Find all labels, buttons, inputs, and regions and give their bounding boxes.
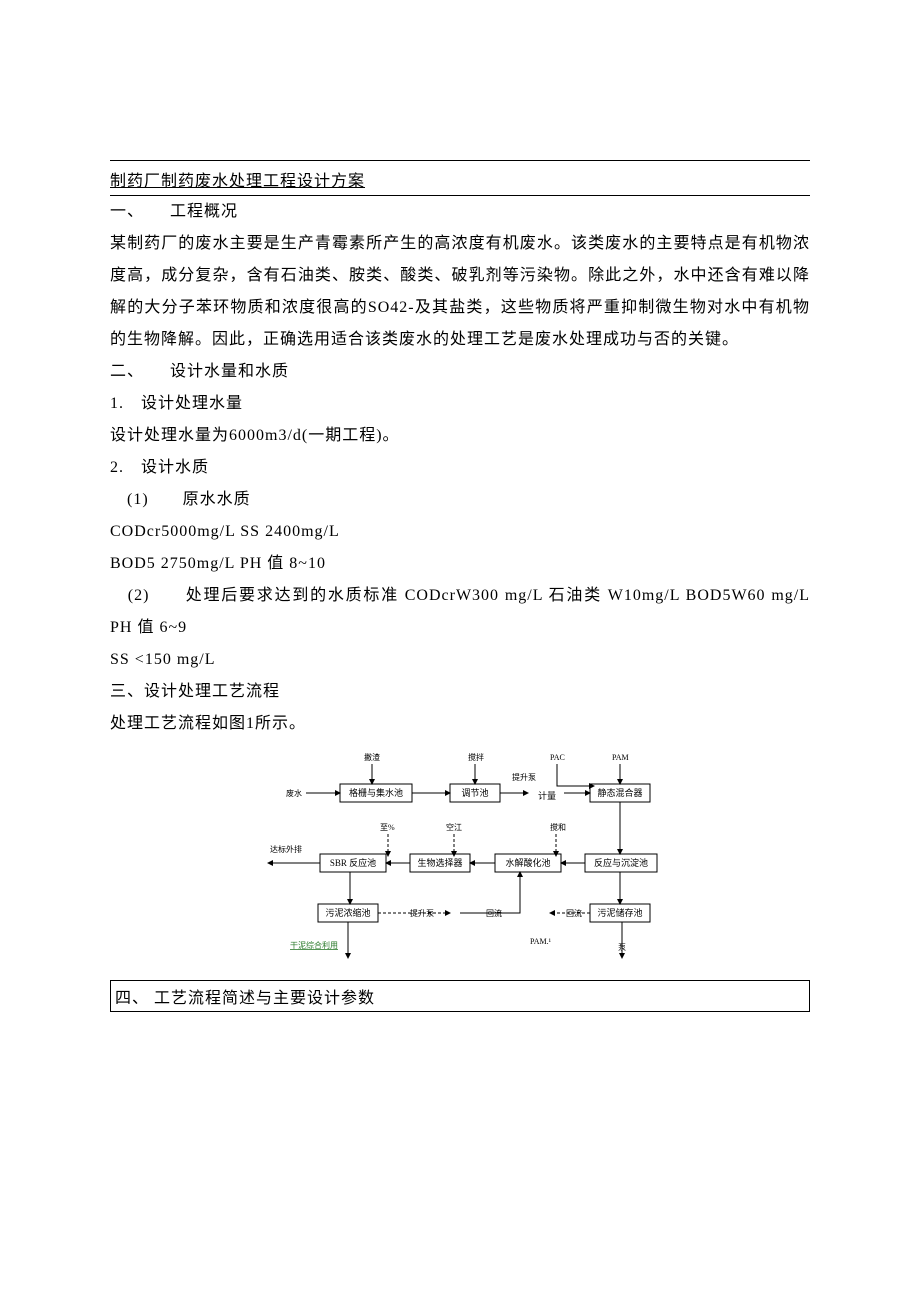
l-stir: 搅拌 — [468, 752, 484, 762]
b-meter-label: 计量 — [538, 790, 556, 801]
l-ret2: 回流 — [566, 908, 582, 918]
section-2-head: 二、 设计水量和水质 — [110, 356, 810, 388]
rule-top — [110, 160, 810, 161]
s2-item2: 2. 设计水质 — [110, 452, 810, 484]
section-1-head: 一、 工程概况 — [110, 196, 810, 228]
l-pam: PAM — [612, 753, 629, 762]
b-grid-label: 格栅与集水池 — [349, 787, 403, 798]
section-1-body: 某制药厂的废水主要是生产青霉素所产生的高浓度有机废水。该类废水的主要特点是有机物… — [110, 228, 810, 356]
b-store-label: 污泥储存池 — [597, 907, 642, 918]
b-mixer-label: 静态混合器 — [597, 787, 642, 798]
l-mix: 搅和 — [550, 822, 566, 832]
l-topct: 至% — [380, 823, 395, 832]
l-slag: 撇渣 — [364, 752, 380, 762]
b-thick-label: 污泥浓缩池 — [325, 907, 370, 918]
s2-item1: 1. 设计处理水量 — [110, 388, 810, 420]
s2-raw2a: SS <150 mg/L — [110, 644, 810, 676]
section-3-head: 三、设计处理工艺流程 — [110, 676, 810, 708]
l-pump2: 提升泵 — [410, 908, 434, 918]
section-4-box: 四、 工艺流程简述与主要设计参数 — [110, 980, 810, 1012]
l-pump1: 提升泵 — [512, 772, 536, 782]
b-adjust-label: 调节池 — [461, 787, 488, 798]
document-page: 制药厂制药废水处理工程设计方案 一、 工程概况 某制药厂的废水主要是生产青霉素所… — [0, 0, 920, 1052]
l-dry: 干泥综合利用 — [290, 940, 338, 950]
l-pac: PAC — [550, 753, 565, 762]
flow-diagram: 格栅与集水池调节池计量静态混合器SBR 反应池生物选择器水解酸化池反应与沉淀池污… — [250, 744, 670, 974]
section-3-body: 处理工艺流程如图1所示。 — [110, 708, 810, 740]
a18b — [460, 872, 520, 913]
s2-raw1a: CODcr5000mg/L SS 2400mg/L — [110, 516, 810, 548]
l-waste: 废水 — [286, 788, 302, 798]
s2-raw2: (2) 处理后要求达到的水质标准 CODcrW300 mg/L 石油类 W10m… — [110, 580, 810, 644]
flow-diagram-wrap: 格栅与集水池调节池计量静态混合器SBR 反应池生物选择器水解酸化池反应与沉淀池污… — [110, 740, 810, 980]
s2-raw1b: BOD5 2750mg/L PH 值 8~10 — [110, 548, 810, 580]
title-row: 制药厂制药废水处理工程设计方案 — [110, 163, 810, 196]
l-air: 空江 — [446, 822, 462, 832]
section-4-head: 四、 工艺流程简述与主要设计参数 — [115, 990, 375, 1007]
l-pump3: 泵 — [618, 943, 626, 952]
b-react-label: 反应与沉淀池 — [594, 857, 648, 868]
b-hydro-label: 水解酸化池 — [505, 857, 550, 868]
s2-item1-body: 设计处理水量为6000m3/d(一期工程)。 — [110, 420, 810, 452]
s2-raw1: (1) 原水水质 — [110, 484, 810, 516]
b-bio-label: 生物选择器 — [417, 857, 462, 868]
l-ret1: 回流 — [486, 908, 502, 918]
l-pam2: PAM.¹ — [530, 937, 552, 946]
flow-svg: 格栅与集水池调节池计量静态混合器SBR 反应池生物选择器水解酸化池反应与沉淀池污… — [250, 744, 670, 974]
doc-title: 制药厂制药废水处理工程设计方案 — [110, 173, 365, 190]
l-dis: 达标外排 — [270, 844, 302, 854]
a3 — [557, 764, 594, 786]
b-sbr-label: SBR 反应池 — [330, 857, 376, 868]
